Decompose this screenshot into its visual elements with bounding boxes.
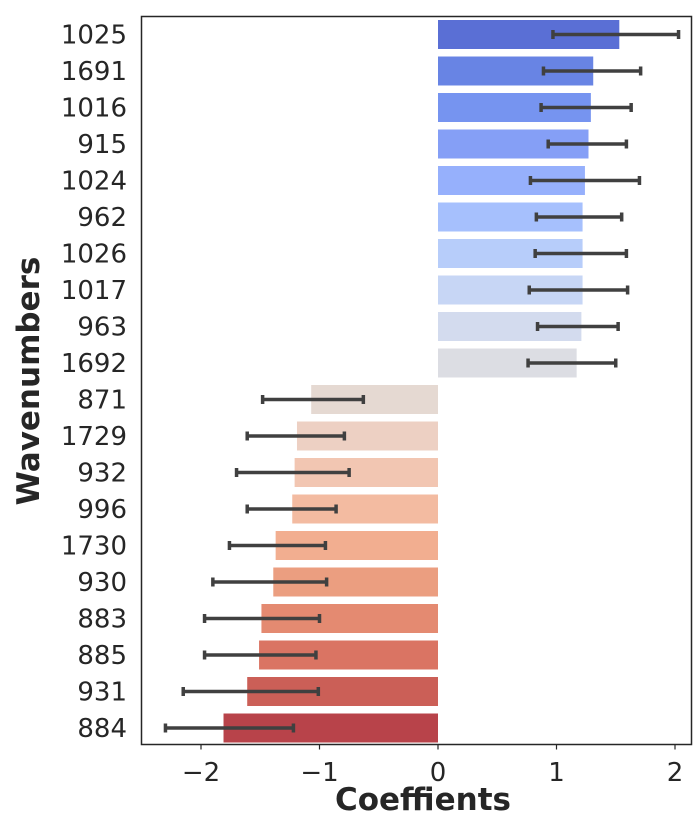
error-bar-1024 bbox=[528, 176, 642, 185]
y-tick-label: 963 bbox=[77, 313, 127, 343]
y-tick-label: 996 bbox=[77, 495, 127, 525]
y-axis-title: Wavenumbers bbox=[11, 257, 47, 506]
y-tick-label: 884 bbox=[77, 714, 127, 744]
plot-frame bbox=[140, 15, 693, 746]
error-bar-962 bbox=[534, 212, 624, 222]
x-tick-label: 2 bbox=[667, 758, 684, 788]
y-tick-label: 1691 bbox=[61, 57, 127, 87]
error-bar-1692 bbox=[526, 358, 618, 368]
error-bar-931 bbox=[181, 687, 321, 696]
error-bar-885 bbox=[202, 650, 318, 660]
error-bar-1025 bbox=[551, 30, 681, 39]
error-bar-1729 bbox=[245, 431, 347, 441]
y-tick-layer: 1025 1691 1016 915 1024 962 1026 1017 963 1692 871… bbox=[61, 21, 127, 745]
error-bar-1017 bbox=[527, 285, 630, 295]
error-bar-1691 bbox=[541, 66, 643, 76]
x-tick-layer: −2 −1 0 1 2 bbox=[182, 744, 684, 788]
error-bar-930 bbox=[211, 577, 329, 587]
y-tick-label: 930 bbox=[77, 568, 127, 598]
x-tick-label: 1 bbox=[548, 758, 565, 788]
error-bar-915 bbox=[546, 139, 629, 149]
y-tick-label: 1729 bbox=[61, 422, 127, 452]
y-tick-label: 932 bbox=[77, 459, 127, 489]
error-bar-963 bbox=[535, 322, 620, 331]
x-axis-title: Coeffients bbox=[335, 782, 511, 818]
y-tick-label: 1025 bbox=[61, 21, 127, 51]
x-tick-label: 0 bbox=[430, 758, 447, 788]
y-tick-label: 931 bbox=[77, 678, 127, 708]
y-tick-label: 1024 bbox=[61, 167, 127, 197]
y-tick-label: 962 bbox=[77, 203, 127, 233]
y-tick-label: 1016 bbox=[61, 94, 127, 124]
error-bar-884 bbox=[163, 723, 296, 733]
y-tick-label: 871 bbox=[77, 386, 127, 416]
y-tick-label: 883 bbox=[77, 605, 127, 635]
y-tick-label: 1017 bbox=[61, 276, 127, 306]
error-bar-871 bbox=[260, 395, 366, 404]
error-bars-layer bbox=[163, 30, 681, 733]
error-bar-883 bbox=[202, 614, 322, 623]
y-tick-label: 1730 bbox=[61, 532, 127, 562]
y-tick-label: 885 bbox=[77, 641, 127, 671]
error-bar-1026 bbox=[533, 249, 629, 258]
y-tick-label: 915 bbox=[77, 130, 127, 160]
y-tick-label: 1692 bbox=[61, 349, 127, 379]
x-tick-label: −1 bbox=[300, 758, 338, 788]
error-bar-1730 bbox=[227, 541, 328, 550]
x-tick-label: −2 bbox=[182, 758, 220, 788]
error-bar-932 bbox=[234, 468, 351, 477]
bars-layer bbox=[223, 20, 620, 743]
y-tick-label: 1026 bbox=[61, 240, 127, 270]
error-bar-1016 bbox=[539, 103, 633, 112]
error-bar-996 bbox=[245, 504, 338, 514]
